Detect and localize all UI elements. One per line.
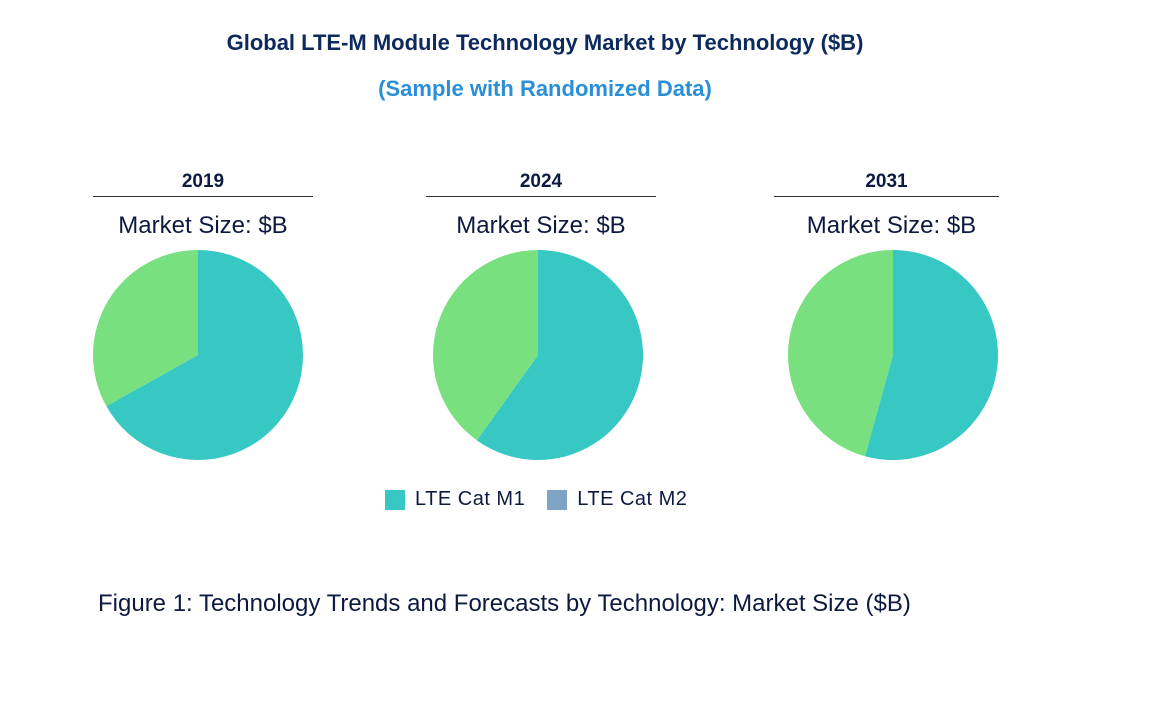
pie-year-2031: 2031 xyxy=(774,171,999,197)
legend: LTE Cat M1 LTE Cat M2 xyxy=(385,488,687,511)
pie-slice-2019-0 xyxy=(106,250,303,460)
legend-item-m1: LTE Cat M1 xyxy=(385,488,525,511)
pie-market-size-2031: Market Size: $B xyxy=(806,212,977,239)
figure-caption: Figure 1: Technology Trends and Forecast… xyxy=(98,590,911,617)
pie-slice-2031-1 xyxy=(788,250,893,457)
pie-slice-2031-0 xyxy=(864,250,998,460)
pie-slice-2024-0 xyxy=(476,250,643,460)
pie-year-2019: 2019 xyxy=(93,171,313,197)
pie-market-size-2024: Market Size: $B xyxy=(456,212,626,239)
legend-label-m2: LTE Cat M2 xyxy=(577,488,688,510)
legend-swatch-m2 xyxy=(547,489,568,510)
pie-year-2024: 2024 xyxy=(426,171,656,197)
pie-market-size-2019: Market Size: $B xyxy=(118,212,288,239)
chart-subtitle: (Sample with Randomized Data) xyxy=(378,76,712,101)
legend-label-m1: LTE Cat M1 xyxy=(415,488,526,510)
pie-slice-2024-1 xyxy=(432,250,538,441)
legend-item-m2: LTE Cat M2 xyxy=(547,488,687,511)
pie-slice-2019-1 xyxy=(92,250,198,407)
legend-swatch-m1 xyxy=(385,489,405,510)
chart-title: Global LTE-M Module Technology Market by… xyxy=(226,30,864,55)
